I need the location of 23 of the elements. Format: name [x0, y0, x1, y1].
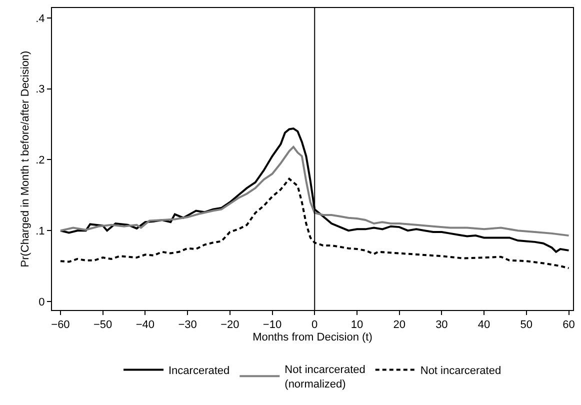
- x-tick-label: −10: [262, 319, 282, 332]
- x-tick-label: −20: [220, 319, 240, 332]
- x-tick-label: 40: [478, 319, 490, 332]
- y-axis-title: Pr(Charged in Month t before/after Decision): [19, 50, 32, 268]
- x-tick-label: 20: [393, 319, 406, 332]
- legend-label: Not incarcerated (normalized): [284, 364, 366, 391]
- legend-label: Not incarcerated: [420, 365, 502, 378]
- y-tick-label: .4: [36, 12, 45, 25]
- x-tick-label: −40: [136, 319, 155, 332]
- y-tick-label: 0: [38, 296, 45, 308]
- legend-label: Incarcerated: [168, 365, 230, 378]
- x-tick-label: 60: [562, 319, 575, 332]
- x-tick-label: 10: [350, 319, 364, 332]
- x-tick-label: −50: [93, 319, 112, 332]
- x-axis-title: Months from Decision (t): [252, 331, 372, 344]
- x-tick-label: 30: [436, 319, 448, 332]
- y-tick-label: .2: [36, 154, 45, 167]
- y-tick-label: .1: [36, 225, 45, 238]
- y-tick-label: .3: [36, 84, 45, 96]
- x-tick-label: 0: [312, 319, 318, 332]
- x-tick-label: −30: [178, 319, 197, 332]
- x-tick-label: 50: [520, 319, 533, 332]
- x-tick-label: −60: [51, 319, 70, 332]
